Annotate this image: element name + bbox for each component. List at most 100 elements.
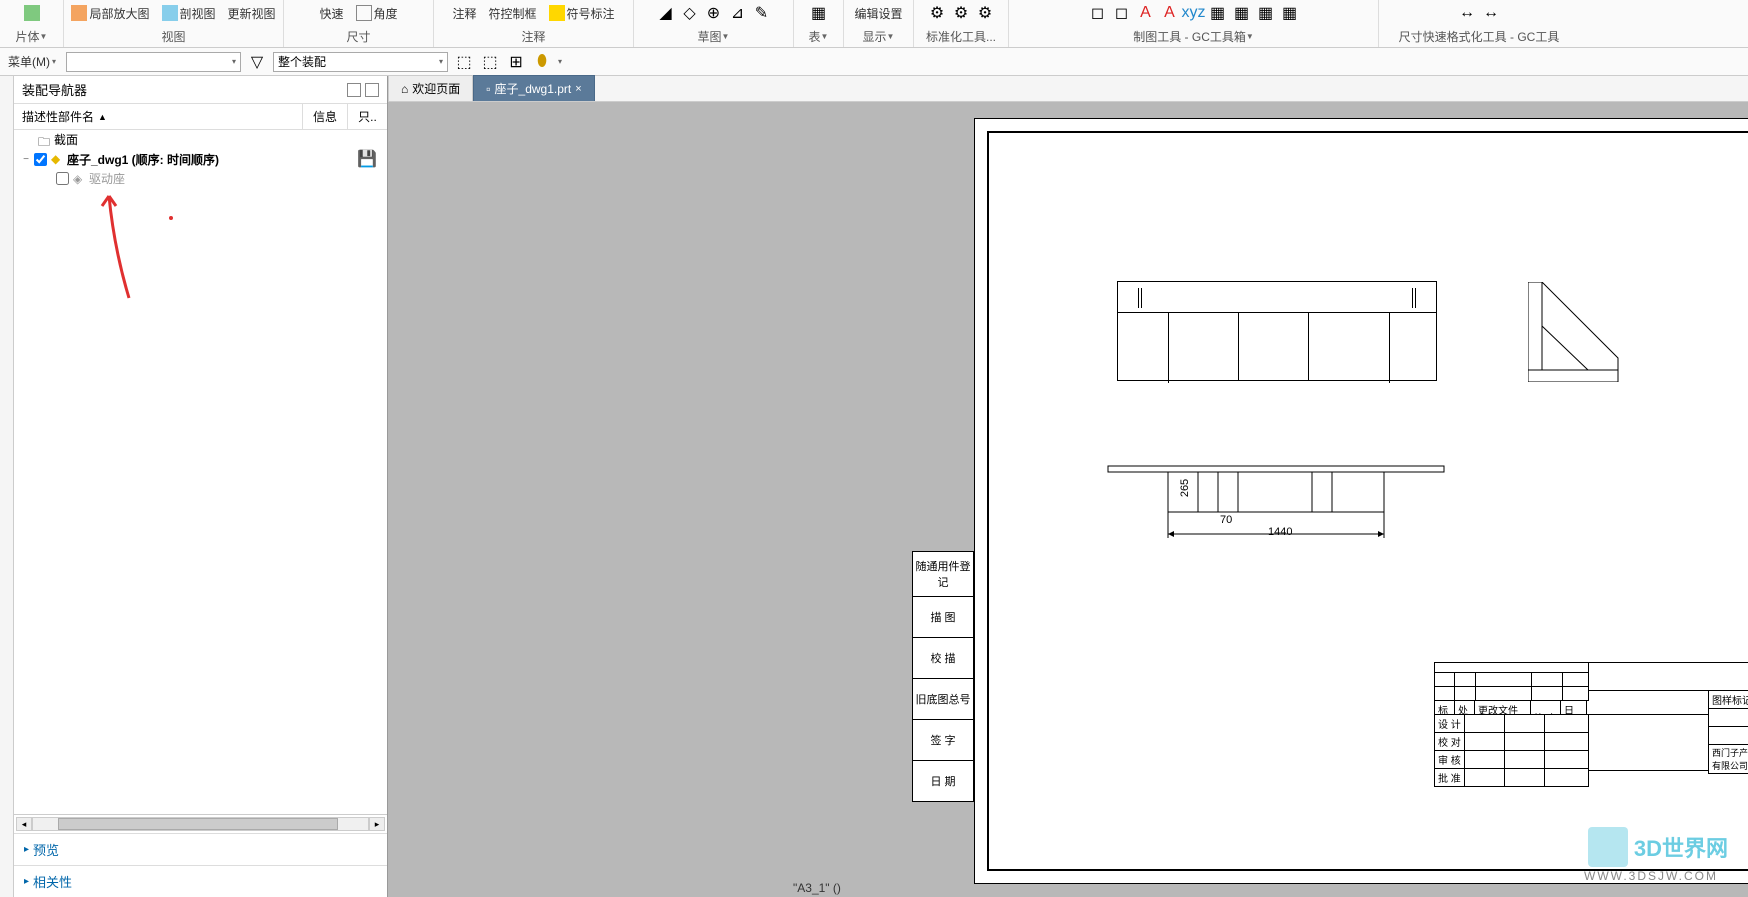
tb2-icon-3[interactable]: ⊞	[506, 52, 526, 72]
update-view-btn[interactable]: 更新视图	[224, 3, 280, 24]
group-dimension: 尺寸	[346, 26, 370, 46]
assembly-combo[interactable]: 整个装配▾	[273, 52, 448, 72]
sketch-icon-4[interactable]: ⊿	[728, 3, 748, 23]
scroll-right-btn[interactable]: ▸	[369, 817, 385, 831]
navigator-title: 装配导航器	[22, 80, 87, 99]
sketch-icon-3[interactable]: ⊕	[704, 3, 724, 23]
section-view-btn[interactable]: 剖视图	[158, 3, 220, 24]
folder-icon: 🗀	[38, 133, 52, 147]
revision-table: 随通用件登记 描 图 校 描 旧底图总号 签 字 日 期	[912, 552, 974, 802]
tb2-icon-2[interactable]: ⬚	[480, 52, 500, 72]
rev-cell: 日 期	[912, 760, 974, 802]
assembly-tree: 🗀 截面 − ◆ 座子_dwg1 (顺序: 时间顺序) 💾 ◈ 驱动座	[14, 130, 387, 814]
gc-icon-8[interactable]: ▦	[1256, 3, 1276, 23]
drawing-canvas[interactable]: 随通用件登记 描 图 校 描 旧底图总号 签 字 日 期	[388, 102, 1748, 897]
tb2-icon-1[interactable]: ⬚	[454, 52, 474, 72]
dimension-70: 70	[1220, 514, 1232, 526]
gc-icon-5[interactable]: xyz	[1184, 3, 1204, 23]
tree-child-row[interactable]: ◈ 驱动座	[14, 169, 387, 188]
tree-root-row[interactable]: − ◆ 座子_dwg1 (顺序: 时间顺序)	[14, 149, 347, 169]
group-display: 显示	[863, 28, 887, 45]
angle-dim-btn[interactable]: 角度	[352, 3, 402, 24]
component-icon: ◈	[73, 172, 87, 186]
menu-dropdown[interactable]: 菜单(M) ▾	[4, 51, 60, 72]
title-block: 标记处数更改文件号签 字日期 设 计 校 对 审 核 批 准 图样标记重 量比 …	[1434, 662, 1748, 772]
group-sheet: 片体	[16, 28, 40, 45]
rev-cell: 随通用件登记	[912, 551, 974, 597]
group-dim-format: 尺寸快速格式化工具 - GC工具	[1399, 26, 1560, 46]
sketch-icon-5[interactable]: ✎	[752, 3, 772, 23]
col-header-only[interactable]: 只..	[347, 104, 387, 129]
gc-icon-3[interactable]: A	[1136, 3, 1156, 23]
gc-icon-4[interactable]: A	[1160, 3, 1180, 23]
tree-section-row[interactable]: 🗀 截面	[14, 130, 387, 149]
group-view: 视图	[161, 26, 185, 46]
drawing-view-top	[1117, 281, 1437, 381]
sheet-btn[interactable]	[20, 3, 44, 23]
sketch-icon-1[interactable]: ◢	[656, 3, 676, 23]
scroll-left-btn[interactable]: ◂	[16, 817, 32, 831]
document-tabs: ⌂欢迎页面 ▫座子_dwg1.prt×	[388, 76, 1748, 102]
note-btn[interactable]: 注释	[448, 3, 480, 24]
col-header-name[interactable]: 描述性部件名 ▲	[14, 104, 302, 129]
canvas-area: ⌂欢迎页面 ▫座子_dwg1.prt× 随通用件登记 描 图 校 描 旧底图总号…	[388, 76, 1748, 897]
secondary-toolbar: 菜单(M) ▾ ▾ ▽ 整个装配▾ ⬚ ⬚ ⊞ ⬮ ▾	[0, 48, 1748, 76]
rev-cell: 签 字	[912, 719, 974, 761]
nav-horizontal-scroll[interactable]: ◂ ▸	[14, 814, 387, 833]
group-standard: 标准化工具...	[926, 26, 996, 46]
std-icon-1[interactable]: ⚙	[927, 3, 947, 23]
watermark-url: WWW.3DSJW.COM	[1584, 869, 1718, 883]
group-sketch: 草图	[698, 28, 722, 45]
root-checkbox[interactable]	[34, 153, 47, 166]
quick-dim-btn[interactable]: 快速	[315, 3, 347, 24]
tb2-icon-4[interactable]: ⬮	[532, 52, 552, 72]
symbol-frame-btn[interactable]: 符控制框	[484, 3, 540, 24]
save-icon[interactable]: 💾	[357, 149, 377, 169]
dimension-265: 265	[1179, 479, 1191, 497]
gc-icon-2[interactable]: ◻	[1112, 3, 1132, 23]
preview-toggle[interactable]: 预览	[14, 833, 387, 865]
table-btn[interactable]: ▦	[809, 3, 829, 23]
dependency-toggle[interactable]: 相关性	[14, 865, 387, 897]
left-strip	[0, 76, 14, 897]
tab-close-icon[interactable]: ×	[575, 83, 581, 95]
sketch-icon-2[interactable]: ◇	[680, 3, 700, 23]
active-tab[interactable]: ▫座子_dwg1.prt×	[473, 75, 594, 101]
rev-cell: 描 图	[912, 596, 974, 638]
gc-icon-1[interactable]: ◻	[1088, 3, 1108, 23]
gc-icon-9[interactable]: ▦	[1280, 3, 1300, 23]
dimension-1440: 1440	[1268, 526, 1292, 538]
annotation-arrow	[94, 188, 154, 308]
ribbon-toolbar: 片体▼ 局部放大图 剖视图 更新视图 视图 快速 角度 尺寸 注释 符控制框 符…	[0, 0, 1748, 48]
nav-dock-icon[interactable]	[347, 83, 361, 97]
gc-icon-7[interactable]: ▦	[1232, 3, 1252, 23]
scroll-thumb[interactable]	[58, 818, 338, 830]
status-text: "A3_1" ()	[793, 881, 841, 895]
group-table: 表	[809, 28, 821, 45]
part-tab-icon: ▫	[486, 82, 490, 96]
watermark-cube-icon	[1588, 827, 1628, 867]
std-icon-2[interactable]: ⚙	[951, 3, 971, 23]
group-annotation: 注释	[521, 26, 545, 46]
child-checkbox[interactable]	[56, 172, 69, 185]
drawing-view-bottom: 1440 265 70	[1108, 462, 1444, 552]
rev-cell: 校 描	[912, 637, 974, 679]
edit-settings-btn[interactable]: 编辑设置	[850, 3, 906, 24]
filter-icon[interactable]: ▽	[247, 52, 267, 72]
col-header-info[interactable]: 信息	[302, 104, 347, 129]
nav-close-icon[interactable]	[365, 83, 379, 97]
std-icon-3[interactable]: ⚙	[975, 3, 995, 23]
home-icon: ⌂	[401, 82, 408, 96]
tree-collapse-icon[interactable]: −	[20, 154, 32, 165]
gc-icon-6[interactable]: ▦	[1208, 3, 1228, 23]
enlarge-view-btn[interactable]: 局部放大图	[67, 3, 153, 24]
symbol-callout-btn[interactable]: 符号标注	[545, 3, 619, 24]
combo-1[interactable]: ▾	[66, 52, 241, 72]
welcome-tab[interactable]: ⌂欢迎页面	[388, 75, 473, 101]
assembly-navigator: 装配导航器 描述性部件名 ▲ 信息 只.. 🗀 截面 − ◆	[14, 76, 388, 897]
fmt-icon-1[interactable]: ↔	[1457, 3, 1477, 23]
part-icon: ◆	[51, 152, 65, 166]
fmt-icon-2[interactable]: ↔	[1481, 3, 1501, 23]
watermark: 3D世界网	[1588, 827, 1728, 867]
red-dot	[169, 216, 173, 220]
